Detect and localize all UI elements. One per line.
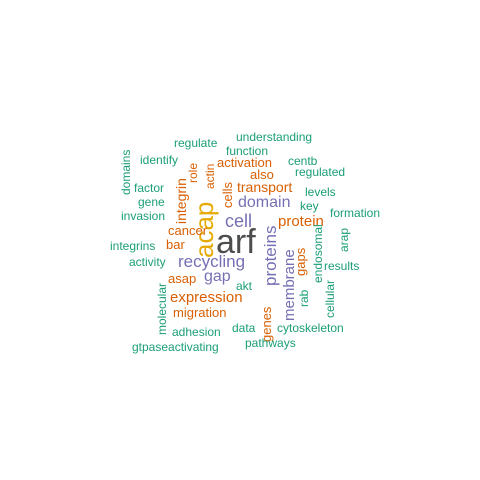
word-cancer: cancer	[168, 223, 208, 238]
word-cells: cells	[220, 181, 235, 208]
word-expression: expression	[170, 289, 243, 306]
word-centb: centb	[288, 154, 318, 168]
word-transport: transport	[237, 179, 293, 195]
word-gaps: gaps	[293, 247, 308, 276]
word-bar: bar	[166, 237, 185, 252]
word-actin: actin	[203, 163, 217, 189]
word-key: key	[300, 199, 319, 213]
word-data: data	[232, 321, 256, 335]
word-role: role	[186, 162, 200, 183]
word-integrins: integrins	[110, 239, 156, 253]
word-activation: activation	[217, 155, 272, 170]
word-molecular: molecular	[155, 282, 169, 335]
word-activity: activity	[129, 255, 166, 269]
word-cell: cell	[225, 211, 253, 231]
word-domains: domains	[119, 149, 133, 195]
word-regulate: regulate	[174, 136, 218, 150]
word-endosomal: endosomal	[311, 224, 325, 283]
word-cytoskeleton: cytoskeleton	[277, 321, 344, 335]
word-invasion: invasion	[121, 209, 166, 223]
word-akt: akt	[236, 279, 253, 293]
word-asap: asap	[168, 271, 197, 286]
word-gap: gap	[204, 268, 231, 285]
word-gtpaseactivating: gtpaseactivating	[132, 340, 219, 354]
word-cellular: cellular	[323, 279, 337, 318]
word-protein: protein	[278, 213, 324, 230]
word-levels: levels	[305, 185, 336, 199]
word-domain: domain	[238, 194, 291, 211]
word-understanding: understanding	[236, 130, 313, 144]
word-rab: rab	[297, 289, 311, 307]
word-migration: migration	[173, 305, 227, 320]
word-also: also	[250, 167, 274, 182]
word-results: results	[324, 259, 360, 273]
word-regulated: regulated	[295, 165, 346, 179]
word-identify: identify	[140, 153, 179, 167]
word-pathways: pathways	[245, 336, 296, 350]
word-function: function	[226, 144, 269, 158]
word-integrin: integrin	[173, 178, 189, 224]
word-formation: formation	[330, 206, 381, 220]
word-factor: factor	[134, 181, 165, 195]
word-recycling: recycling	[178, 252, 246, 271]
word-adhesion: adhesion	[172, 325, 221, 339]
word-proteins: proteins	[261, 225, 280, 286]
word-arap: arap	[337, 227, 351, 252]
word-arf: arf	[216, 223, 256, 261]
word-gene: gene	[138, 195, 165, 209]
